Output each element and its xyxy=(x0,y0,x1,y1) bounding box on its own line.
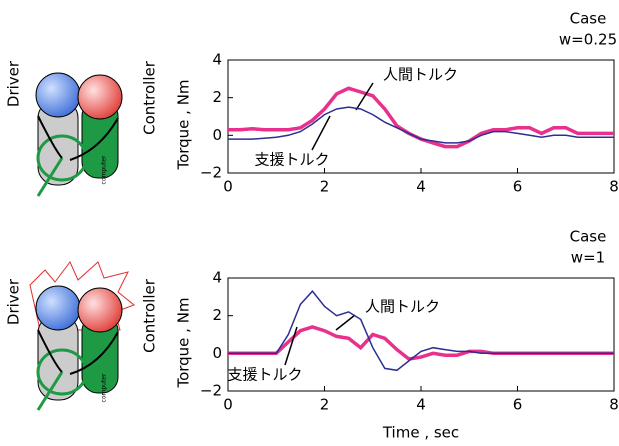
case-label: Case xyxy=(570,228,607,246)
x-tick-label: 0 xyxy=(223,178,233,196)
x-tick-label: 2 xyxy=(320,396,330,414)
x-tick-label: 4 xyxy=(416,396,426,414)
y-axis-label: Torque , Nm xyxy=(175,79,193,170)
annotation: 人間トルク xyxy=(383,66,458,84)
chart: −202402468Casew=0.25Torque , NmControlle… xyxy=(0,0,619,446)
device-label: computer xyxy=(101,373,108,402)
y-tick-label: 0 xyxy=(212,126,222,144)
annotation: 支援トルク xyxy=(227,366,302,384)
y-tick-label: 0 xyxy=(212,344,222,362)
x-tick-label: 6 xyxy=(513,396,523,414)
annotation-arrow xyxy=(285,327,297,365)
driver-label: Driver xyxy=(5,278,23,325)
y-tick-label: 4 xyxy=(212,51,222,69)
y-axis-label: Torque , Nm xyxy=(175,297,193,388)
series-line xyxy=(228,88,614,146)
y-tick-label: −2 xyxy=(200,382,222,400)
x-tick-label: 4 xyxy=(416,178,426,196)
controller-label: Controller xyxy=(141,60,159,135)
condition-label: w=1 xyxy=(571,249,605,267)
annotation-arrow xyxy=(312,116,330,150)
y-tick-label: 4 xyxy=(212,269,222,287)
device-label: computer xyxy=(101,155,108,184)
x-tick-label: 0 xyxy=(223,396,233,414)
y-tick-label: 2 xyxy=(212,88,222,106)
y-tick-label: −2 xyxy=(200,164,222,182)
x-tick-label: 6 xyxy=(513,178,523,196)
x-tick-label: 2 xyxy=(320,178,330,196)
x-tick-label: 8 xyxy=(609,178,619,196)
x-tick-label: 8 xyxy=(609,396,619,414)
illustration xyxy=(36,73,122,196)
driver-label: Driver xyxy=(5,60,23,107)
annotation: 支援トルク xyxy=(254,151,329,169)
series-line xyxy=(228,327,614,359)
annotation: 人間トルク xyxy=(365,298,440,316)
y-tick-label: 2 xyxy=(212,306,222,324)
case-label: Case xyxy=(570,10,607,28)
illustration xyxy=(30,262,134,410)
x-axis-label: Time , sec xyxy=(382,424,459,442)
controller-label: Controller xyxy=(141,278,159,353)
condition-label: w=0.25 xyxy=(559,31,617,49)
annotation-arrow xyxy=(336,315,355,330)
